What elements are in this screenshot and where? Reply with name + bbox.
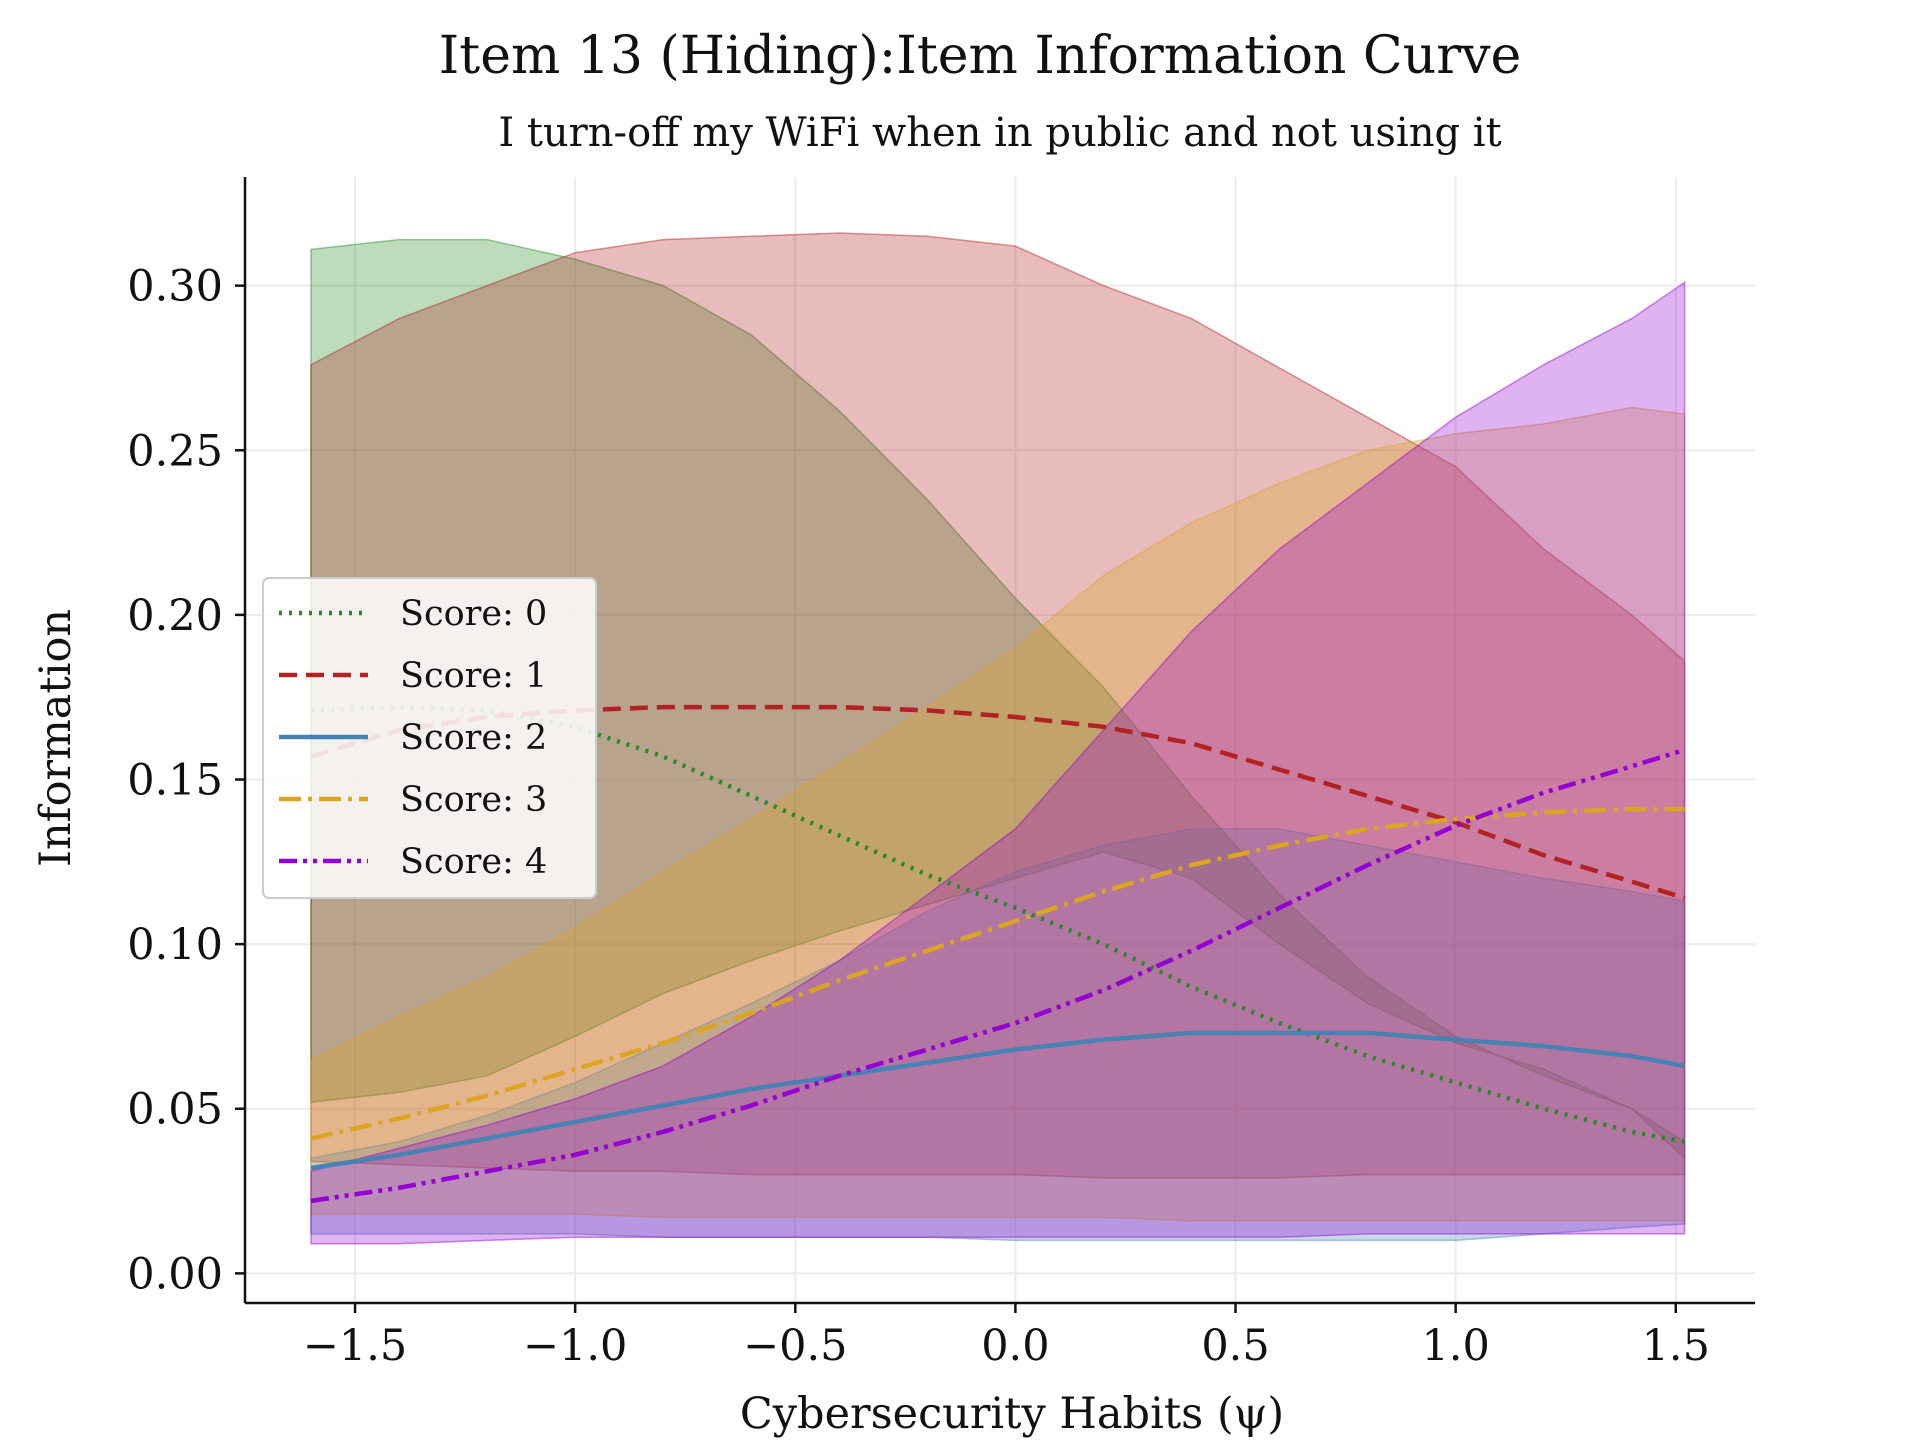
y-axis-label: Information bbox=[31, 609, 81, 867]
x-tick-label: −1.5 bbox=[303, 1321, 407, 1371]
line-score-1 bbox=[310, 704, 1686, 901]
axes bbox=[243, 177, 1755, 1305]
y-tick-label: 0.20 bbox=[127, 591, 223, 641]
band-score-2 bbox=[310, 828, 1686, 1242]
y-tick-label: 0.25 bbox=[127, 426, 223, 476]
legend-label: Score: 3 bbox=[400, 780, 547, 820]
y-tick-label: 0.00 bbox=[127, 1249, 223, 1299]
x-tick-label: −0.5 bbox=[743, 1321, 847, 1371]
line-score-4 bbox=[310, 747, 1686, 1204]
band-score-1 bbox=[310, 232, 1686, 1179]
legend: Score: 0 Score: 1 Score: 2 Score: 3 Score: 4 bbox=[262, 577, 597, 899]
chart-subtitle: I turn-off my WiFi when in public and no… bbox=[498, 110, 1501, 156]
x-axis-label: Cybersecurity Habits (ψ) bbox=[740, 1389, 1284, 1439]
legend-label: Score: 0 bbox=[400, 594, 547, 634]
legend-box bbox=[262, 577, 597, 899]
ticks: −1.5 −1.0 −0.5 0.0 0.5 1.0 1.5 0.00 0.05 0.10 0.15… bbox=[127, 262, 1710, 1371]
line-score-2 bbox=[310, 1030, 1686, 1171]
x-tick-label: 1.0 bbox=[1421, 1321, 1489, 1371]
x-tick-label: −1.0 bbox=[523, 1321, 627, 1371]
x-tick-label: 0.5 bbox=[1201, 1321, 1269, 1371]
y-tick-label: 0.15 bbox=[127, 756, 223, 806]
x-tick-label: 1.5 bbox=[1642, 1321, 1710, 1371]
x-tick-label: 0.0 bbox=[981, 1321, 1049, 1371]
band-score-3 bbox=[310, 406, 1686, 1222]
series-lines bbox=[310, 704, 1686, 1204]
chart-title: Item 13 (Hiding):Item Information Curve bbox=[439, 26, 1521, 86]
band-score-0 bbox=[310, 238, 1686, 1160]
confidence-bands bbox=[310, 232, 1686, 1245]
y-tick-label: 0.10 bbox=[127, 920, 223, 970]
grid bbox=[245, 177, 1755, 1303]
legend-label: Score: 1 bbox=[400, 656, 547, 696]
line-score-0 bbox=[310, 704, 1686, 1144]
band-score-4 bbox=[310, 280, 1686, 1245]
y-tick-label: 0.05 bbox=[127, 1085, 223, 1135]
y-tick-label: 0.30 bbox=[127, 262, 223, 312]
legend-label: Score: 2 bbox=[400, 718, 547, 758]
legend-label: Score: 4 bbox=[400, 842, 547, 882]
